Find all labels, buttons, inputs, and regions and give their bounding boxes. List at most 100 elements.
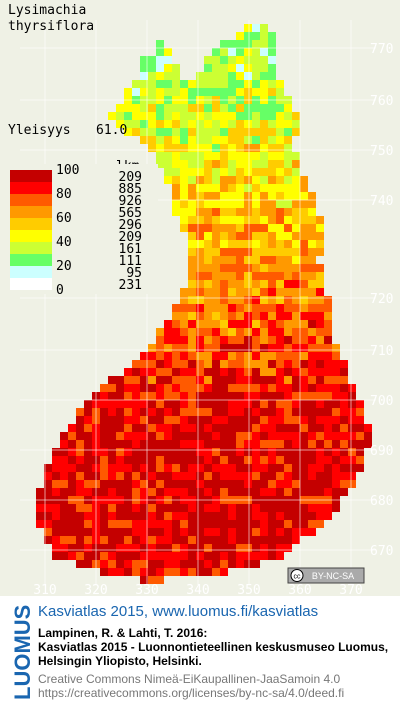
map-cell (116, 528, 124, 536)
map-cell (220, 336, 228, 344)
map-cell (180, 344, 188, 352)
map-cell (172, 552, 180, 560)
map-cell (260, 280, 268, 288)
map-cell (172, 472, 180, 480)
map-cell (84, 528, 92, 536)
map-cell (284, 400, 292, 408)
map-cell (188, 480, 196, 488)
map-cell (268, 304, 276, 312)
map-cell (308, 480, 316, 488)
map-cell (124, 112, 132, 120)
map-cell (220, 512, 228, 520)
map-cell (148, 128, 156, 136)
map-cell (284, 160, 292, 168)
map-cell (212, 144, 220, 152)
map-cell (156, 120, 164, 128)
map-cell (196, 360, 204, 368)
map-cell (84, 408, 92, 416)
map-cell (244, 376, 252, 384)
map-cell (268, 240, 276, 248)
map-cell (268, 288, 276, 296)
map-cell (260, 88, 268, 96)
map-cell (292, 112, 300, 120)
link[interactable]: Kasviatlas 2015, www.luomus.fi/kasviatla… (38, 603, 318, 620)
map-cell (268, 416, 276, 424)
map-cell (100, 544, 108, 552)
map-cell (276, 184, 284, 192)
map-cell (300, 336, 308, 344)
map-cell (116, 456, 124, 464)
map-cell (260, 40, 268, 48)
map-cell (180, 320, 188, 328)
map-cell (252, 64, 260, 72)
map-cell (108, 472, 116, 480)
map-cell (268, 536, 276, 544)
map-cell (276, 432, 284, 440)
map-cell (300, 184, 308, 192)
map-cell (156, 368, 164, 376)
map-cell (196, 272, 204, 280)
citation: Lampinen, R. & Lahti, T. 2016: (38, 626, 207, 640)
map-cell (284, 176, 292, 184)
map-cell (244, 272, 252, 280)
map-cell (316, 224, 324, 232)
map-cell (124, 440, 132, 448)
map-cell (180, 176, 188, 184)
map-cell (308, 408, 316, 416)
map-cell (244, 304, 252, 312)
map-cell (132, 544, 140, 552)
map-cell (268, 472, 276, 480)
map-cell (172, 504, 180, 512)
map-cell (252, 344, 260, 352)
map-cell (196, 104, 204, 112)
legend-scale: 20 (56, 259, 72, 274)
map-cell (292, 528, 300, 536)
map-cell (116, 416, 124, 424)
map-cell (292, 368, 300, 376)
map-cell (292, 480, 300, 488)
map-cell (268, 272, 276, 280)
map-cell (164, 168, 172, 176)
map-cell (204, 544, 212, 552)
map-cell (300, 320, 308, 328)
map-cell (260, 328, 268, 336)
map-cell (284, 128, 292, 136)
map-cell (172, 352, 180, 360)
map-cell (156, 80, 164, 88)
map-cell (180, 384, 188, 392)
map-cell (348, 432, 356, 440)
map-cell (212, 480, 220, 488)
map-cell (292, 376, 300, 384)
map-cell (196, 568, 204, 576)
map-cell (236, 256, 244, 264)
map-cell (84, 520, 92, 528)
map-cell (268, 32, 276, 40)
map-cell (172, 424, 180, 432)
map-cell (332, 440, 340, 448)
map-cell (212, 64, 220, 72)
map-cell (164, 368, 172, 376)
map-cell (220, 288, 228, 296)
map-cell (252, 152, 260, 160)
map-cell (220, 248, 228, 256)
map-cell (172, 512, 180, 520)
map-cell (324, 488, 332, 496)
map-cell (252, 560, 260, 568)
map-cell (116, 400, 124, 408)
legend-count: 231 (119, 278, 142, 293)
map-cell (244, 184, 252, 192)
map-cell (300, 304, 308, 312)
map-cell (316, 304, 324, 312)
map-cell (196, 160, 204, 168)
map-cell (284, 528, 292, 536)
map-cell (164, 336, 172, 344)
map-cell (244, 536, 252, 544)
map-cell (284, 424, 292, 432)
map-cell (332, 432, 340, 440)
map-cell (284, 256, 292, 264)
map-cell (196, 408, 204, 416)
map-cell (252, 176, 260, 184)
map-cell (276, 352, 284, 360)
map-cell (100, 424, 108, 432)
